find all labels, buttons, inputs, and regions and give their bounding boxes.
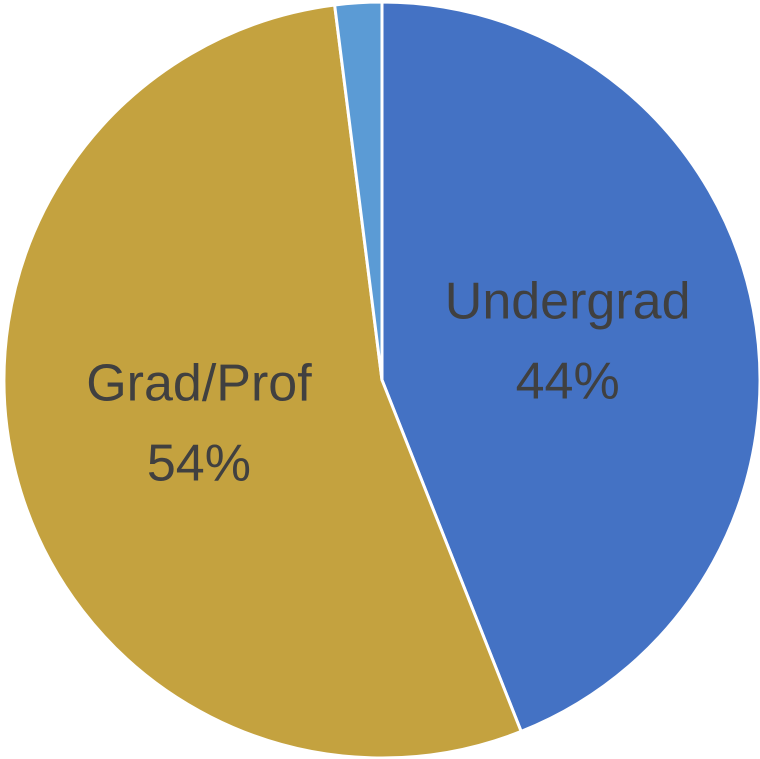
pie-slice bbox=[380, 0, 760, 733]
pie-slice bbox=[2, 3, 523, 759]
slice-category-label: Grad/Prof bbox=[86, 355, 312, 413]
pie-slice bbox=[333, 0, 384, 382]
slice-category-label: Undergrad bbox=[445, 272, 691, 330]
slice-value-label: 44% bbox=[516, 352, 620, 410]
slice-value-label: 54% bbox=[147, 435, 251, 493]
